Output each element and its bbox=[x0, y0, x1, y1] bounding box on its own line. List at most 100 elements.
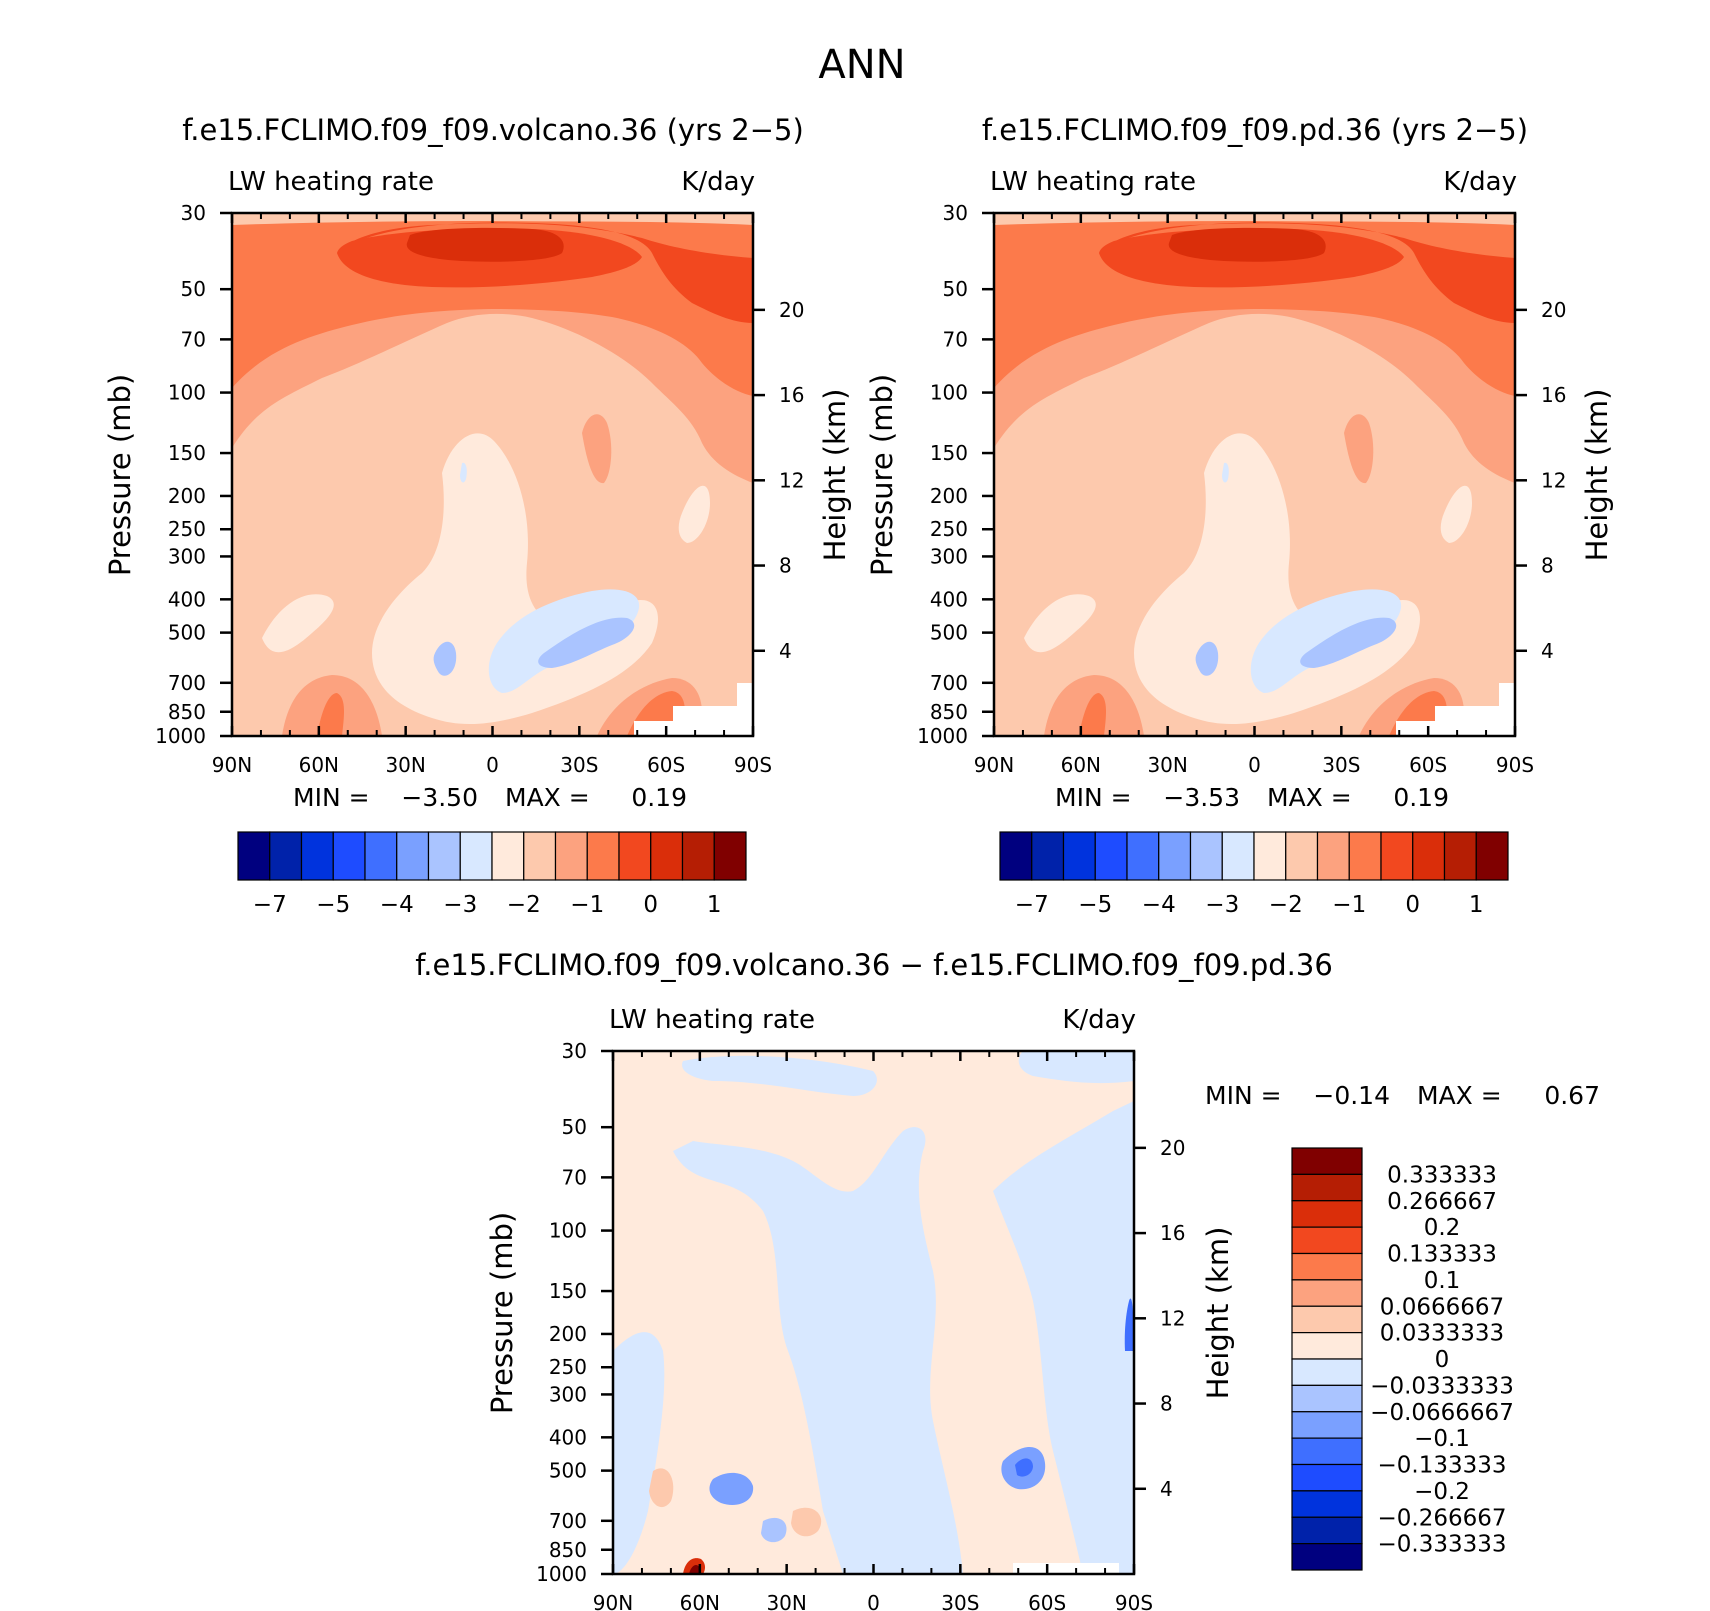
colorbar-swatch bbox=[523, 831, 557, 881]
variable-label: LW heating rate bbox=[609, 1005, 815, 1035]
x-tick-label: 30S bbox=[560, 753, 598, 777]
y-axis-label: Pressure (mb) bbox=[103, 374, 137, 576]
colorbar-swatch bbox=[1291, 1279, 1363, 1307]
y2-tick-label: 4 bbox=[1541, 639, 1554, 663]
colorbar-label: −1 bbox=[570, 892, 604, 918]
colorbar-label: −0.333333 bbox=[1377, 1532, 1506, 1558]
max-value: 0.19 bbox=[631, 783, 687, 812]
colorbar-swatch bbox=[1221, 831, 1255, 881]
x-tick-label: 30N bbox=[766, 1591, 806, 1611]
colorbar-label: 0.2 bbox=[1424, 1215, 1461, 1241]
panel-title: f.e15.FCLIMO.f09_f09.pd.36 (yrs 2−5) bbox=[982, 113, 1528, 147]
colorbar-swatch bbox=[1031, 831, 1065, 881]
y-tick-label: 250 bbox=[930, 517, 968, 541]
y-tick-label: 400 bbox=[549, 1425, 587, 1449]
y-tick-label: 1000 bbox=[917, 724, 968, 748]
colorbar-swatch bbox=[1412, 831, 1446, 881]
axes: 90N 60N 30N 0 30S 60S 90S 30 50 70 100 150 200 250 300… bbox=[155, 201, 804, 777]
y2-tick-label: 4 bbox=[779, 639, 792, 663]
colorbar-label: 0.1 bbox=[1424, 1268, 1461, 1294]
contour-field bbox=[994, 213, 1515, 736]
panel-title: f.e15.FCLIMO.f09_f09.volcano.36 (yrs 2−5… bbox=[182, 113, 804, 147]
x-tick-label: 0 bbox=[867, 1591, 880, 1611]
colorbar-label: −3 bbox=[1205, 892, 1239, 918]
colorbar-label: 1 bbox=[1469, 892, 1484, 918]
colorbar-swatch bbox=[999, 831, 1033, 881]
colorbar-swatch bbox=[364, 831, 398, 881]
panel-difference: f.e15.FCLIMO.f09_f09.volcano.36 − f.e15.… bbox=[415, 948, 1600, 1611]
contour-field bbox=[232, 213, 753, 736]
colorbar-label: −2 bbox=[1269, 892, 1303, 918]
colorbar-label: −7 bbox=[253, 892, 287, 918]
y-tick-label: 250 bbox=[168, 517, 206, 541]
y-tick-label: 100 bbox=[930, 381, 968, 405]
y-tick-label: 150 bbox=[930, 441, 968, 465]
colorbar-label: −0.0333333 bbox=[1370, 1373, 1514, 1399]
colorbar-label: −5 bbox=[1078, 892, 1112, 918]
colorbar-label: −0.266667 bbox=[1377, 1505, 1506, 1531]
colorbar-swatch bbox=[459, 831, 493, 881]
y-axis-label: Pressure (mb) bbox=[865, 374, 899, 576]
colorbar-swatch bbox=[681, 831, 715, 881]
y-tick-label: 200 bbox=[549, 1322, 587, 1346]
min-label: MIN = bbox=[293, 783, 370, 812]
colorbar-label: 0.0333333 bbox=[1380, 1321, 1504, 1347]
y-tick-label: 30 bbox=[943, 201, 968, 225]
colorbar-swatch bbox=[1475, 831, 1509, 881]
colorbar-label: 0 bbox=[643, 892, 658, 918]
colorbar-label: −7 bbox=[1015, 892, 1049, 918]
colorbar-swatch bbox=[1285, 831, 1319, 881]
colorbar: −7 −5 −4 −3 −2 −1 0 1 bbox=[237, 831, 747, 918]
colorbar-swatch bbox=[1291, 1173, 1363, 1202]
colorbar-swatch bbox=[586, 831, 620, 881]
figure-title: ANN bbox=[818, 42, 905, 88]
x-tick-label: 30N bbox=[1147, 753, 1187, 777]
y-tick-label: 700 bbox=[930, 671, 968, 695]
y2-tick-label: 16 bbox=[779, 383, 804, 407]
colorbar-swatch bbox=[1094, 831, 1128, 881]
x-tick-label: 60N bbox=[299, 753, 339, 777]
max-label: MAX = bbox=[1267, 783, 1352, 812]
colorbar-label: −4 bbox=[1142, 892, 1176, 918]
x-tick-label: 90S bbox=[1496, 753, 1534, 777]
x-tick-label: 30N bbox=[385, 753, 425, 777]
colorbar-label: 0.333333 bbox=[1387, 1162, 1497, 1188]
y2-tick-label: 8 bbox=[1160, 1392, 1173, 1416]
min-label: MIN = bbox=[1055, 783, 1132, 812]
colorbar-label: 0.133333 bbox=[1387, 1242, 1497, 1268]
y2-axis-label: Height (km) bbox=[818, 389, 852, 562]
y-tick-label: 200 bbox=[930, 484, 968, 508]
colorbar-swatch bbox=[332, 831, 366, 881]
min-label: MIN = bbox=[1205, 1081, 1282, 1110]
axes: 90N 60N 30N 0 30S 60S 90S 30 50 70 100 150 200 250 300… bbox=[917, 201, 1566, 777]
x-tick-label: 90N bbox=[212, 753, 252, 777]
x-tick-label: 60N bbox=[1061, 753, 1101, 777]
colorbar-swatch bbox=[1291, 1384, 1363, 1413]
panel-volcano: f.e15.FCLIMO.f09_f09.volcano.36 (yrs 2−5… bbox=[103, 113, 852, 918]
colorbar-swatch bbox=[1291, 1437, 1363, 1466]
y2-axis-label: Height (km) bbox=[1580, 389, 1614, 562]
y-tick-label: 1000 bbox=[155, 724, 206, 748]
colorbar-swatch bbox=[1348, 831, 1382, 881]
x-tick-label: 90N bbox=[593, 1591, 633, 1611]
min-value: −3.50 bbox=[401, 783, 478, 812]
y-tick-label: 850 bbox=[549, 1538, 587, 1562]
y2-tick-label: 12 bbox=[1541, 468, 1566, 492]
y2-tick-label: 4 bbox=[1160, 1477, 1173, 1501]
y2-tick-label: 8 bbox=[779, 554, 792, 578]
y-tick-label: 70 bbox=[943, 327, 968, 351]
y-tick-label: 500 bbox=[549, 1459, 587, 1483]
colorbar-swatch bbox=[1291, 1226, 1363, 1255]
y-tick-label: 50 bbox=[943, 277, 968, 301]
x-tick-label: 90S bbox=[1115, 1591, 1153, 1611]
y-tick-label: 30 bbox=[562, 1039, 587, 1063]
colorbar-swatch bbox=[1291, 1411, 1363, 1439]
colorbar-swatch bbox=[300, 831, 334, 881]
colorbar-label: −5 bbox=[316, 892, 350, 918]
y-tick-label: 500 bbox=[168, 621, 206, 645]
y-tick-label: 50 bbox=[181, 277, 206, 301]
units-label: K/day bbox=[681, 167, 755, 197]
colorbar-label: −0.0666667 bbox=[1370, 1400, 1514, 1426]
max-value: 0.67 bbox=[1544, 1081, 1600, 1110]
panel-pd: f.e15.FCLIMO.f09_f09.pd.36 (yrs 2−5) LW … bbox=[865, 113, 1614, 918]
